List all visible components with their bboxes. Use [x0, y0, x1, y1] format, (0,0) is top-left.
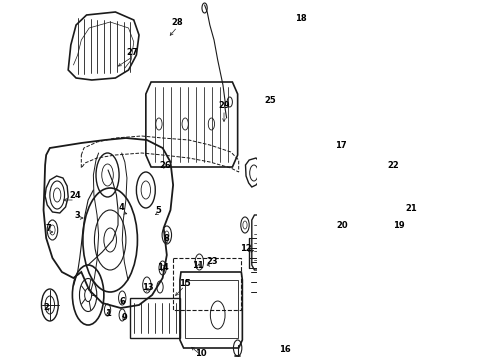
Text: 15: 15 — [179, 279, 191, 288]
Text: 1: 1 — [104, 309, 110, 318]
Text: 10: 10 — [195, 348, 207, 357]
Text: 5: 5 — [155, 206, 161, 215]
Text: 29: 29 — [218, 100, 230, 109]
Text: 21: 21 — [405, 203, 416, 212]
Text: 4: 4 — [119, 202, 124, 212]
Text: 13: 13 — [142, 284, 154, 292]
Text: 6: 6 — [119, 297, 125, 306]
Text: 19: 19 — [393, 220, 405, 230]
Text: 22: 22 — [388, 161, 399, 170]
Text: 2: 2 — [43, 303, 49, 312]
Text: 18: 18 — [295, 14, 306, 23]
Text: 11: 11 — [193, 261, 204, 270]
Text: 7: 7 — [46, 224, 51, 233]
Text: 3: 3 — [75, 211, 80, 220]
Text: 25: 25 — [264, 95, 276, 104]
Text: 12: 12 — [240, 243, 251, 252]
Text: 26: 26 — [159, 161, 171, 170]
Text: 28: 28 — [172, 18, 183, 27]
Text: 24: 24 — [69, 190, 81, 199]
Text: 16: 16 — [279, 346, 291, 355]
Text: 23: 23 — [207, 257, 218, 266]
Text: 9: 9 — [122, 312, 127, 321]
Text: 20: 20 — [336, 220, 348, 230]
Text: 14: 14 — [157, 264, 169, 273]
Text: 27: 27 — [126, 48, 138, 57]
Text: 17: 17 — [335, 140, 347, 149]
Text: 8: 8 — [164, 234, 170, 243]
